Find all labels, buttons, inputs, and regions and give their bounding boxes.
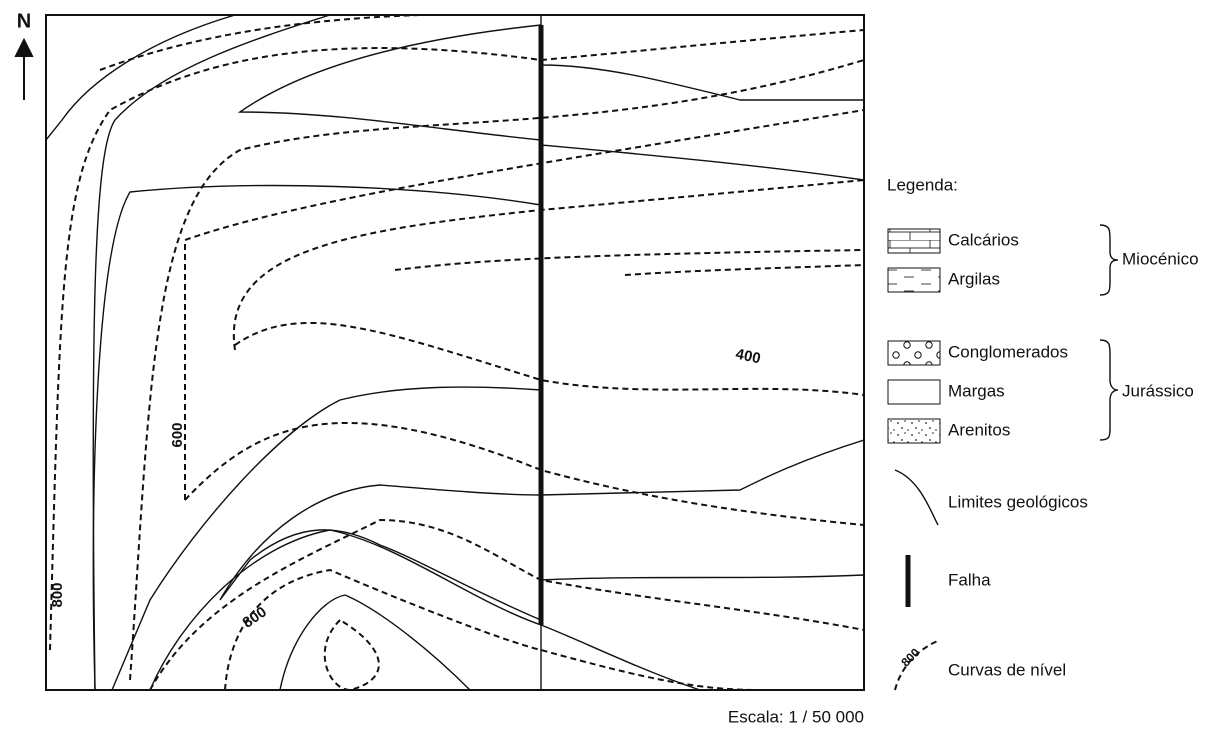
contour <box>234 322 864 396</box>
contour <box>99 15 421 71</box>
contour-label: 600 <box>169 422 186 447</box>
legend-item: Margas <box>948 381 1005 400</box>
north-arrow <box>14 37 34 100</box>
legend-item: Conglomerados <box>948 342 1068 361</box>
contour <box>184 109 864 500</box>
legend-group: Miocénico <box>1122 249 1199 268</box>
contour <box>149 518 864 690</box>
arenitos-region <box>540 144 864 496</box>
calcarios-region <box>279 594 471 690</box>
argilas-region <box>46 15 331 690</box>
legend-limit-symbol <box>894 469 939 526</box>
legend-title: Legenda: <box>887 175 958 194</box>
map-area <box>46 15 864 690</box>
brace <box>1099 224 1119 296</box>
contour <box>224 568 761 690</box>
calcarios-region <box>46 15 236 142</box>
legend-swatch <box>887 267 941 293</box>
legend-contour-symbol <box>894 639 941 691</box>
legend-item: Argilas <box>948 269 1000 288</box>
legend-item: Limites geológicos <box>948 492 1088 511</box>
brace <box>1099 339 1119 441</box>
scale-label: Escala: 1 / 50 000 <box>728 707 864 726</box>
conglomerados-region <box>540 15 864 101</box>
north-label: N <box>17 10 31 32</box>
contour-label: 800 <box>49 582 66 607</box>
legend-swatch <box>887 379 941 405</box>
legend-item: Curvas de nível <box>948 660 1066 679</box>
legend-group: Jurássico <box>1122 381 1194 400</box>
legend-item: Arenitos <box>948 420 1010 439</box>
contour-label: 800 <box>898 645 922 669</box>
legend-swatch <box>887 418 941 444</box>
contour-label: 400 <box>734 346 762 368</box>
legend-item: Calcários <box>948 230 1019 249</box>
legend-swatch <box>887 340 941 366</box>
contour <box>129 59 864 681</box>
arenitos-region <box>92 184 542 690</box>
map-frame <box>45 14 865 691</box>
contour <box>394 249 864 271</box>
legend-item: Falha <box>948 570 991 589</box>
contour <box>323 619 380 690</box>
legend-swatch <box>887 228 941 254</box>
